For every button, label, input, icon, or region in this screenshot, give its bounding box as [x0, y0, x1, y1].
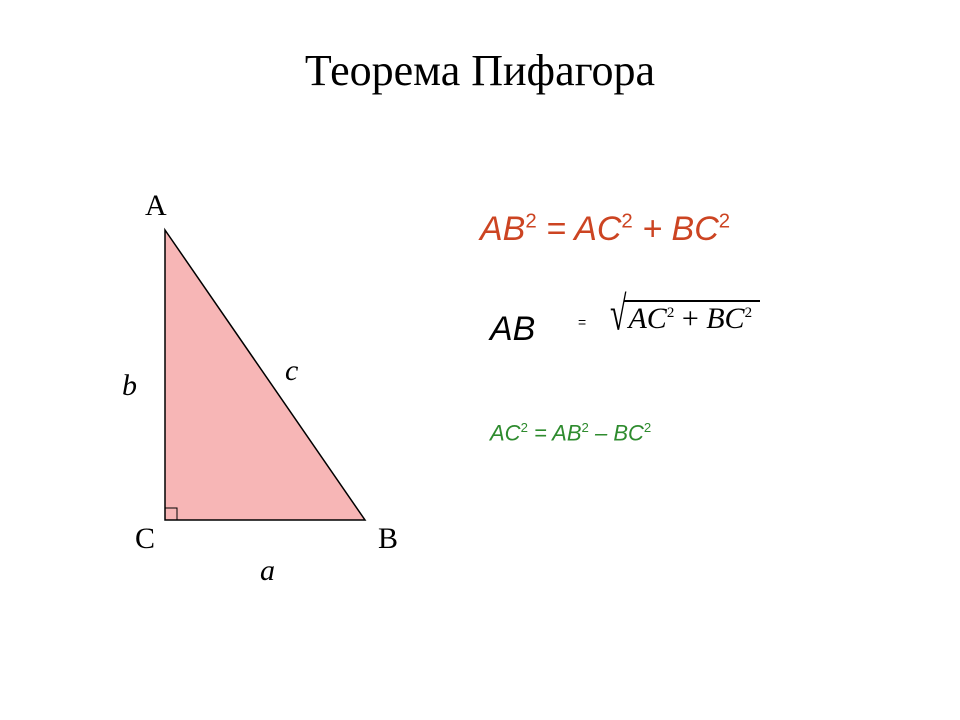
sqrt-sign-icon: √: [610, 288, 626, 342]
formula-leg-derived: AC2 = AB2 – BC2: [490, 420, 651, 446]
triangle-shape: [165, 230, 365, 520]
formula-sqrt-eq: =: [578, 314, 586, 330]
vertex-label-b: B: [378, 522, 398, 555]
side-label-c: c: [285, 354, 298, 387]
vertex-label-a: A: [145, 189, 167, 222]
side-label-a: a: [260, 554, 275, 587]
formula-sqrt-lhs: AB: [490, 310, 535, 349]
vertex-label-c: C: [135, 522, 155, 555]
formula-pythagoras: AB2 = AC2 + BC2: [480, 210, 730, 249]
triangle-diagram: A B C b c a: [60, 170, 440, 610]
page-title: Теорема Пифагора: [0, 45, 960, 96]
side-label-b: b: [122, 369, 137, 402]
formula-sqrt-radical: √AC2 + BC2: [610, 300, 760, 336]
